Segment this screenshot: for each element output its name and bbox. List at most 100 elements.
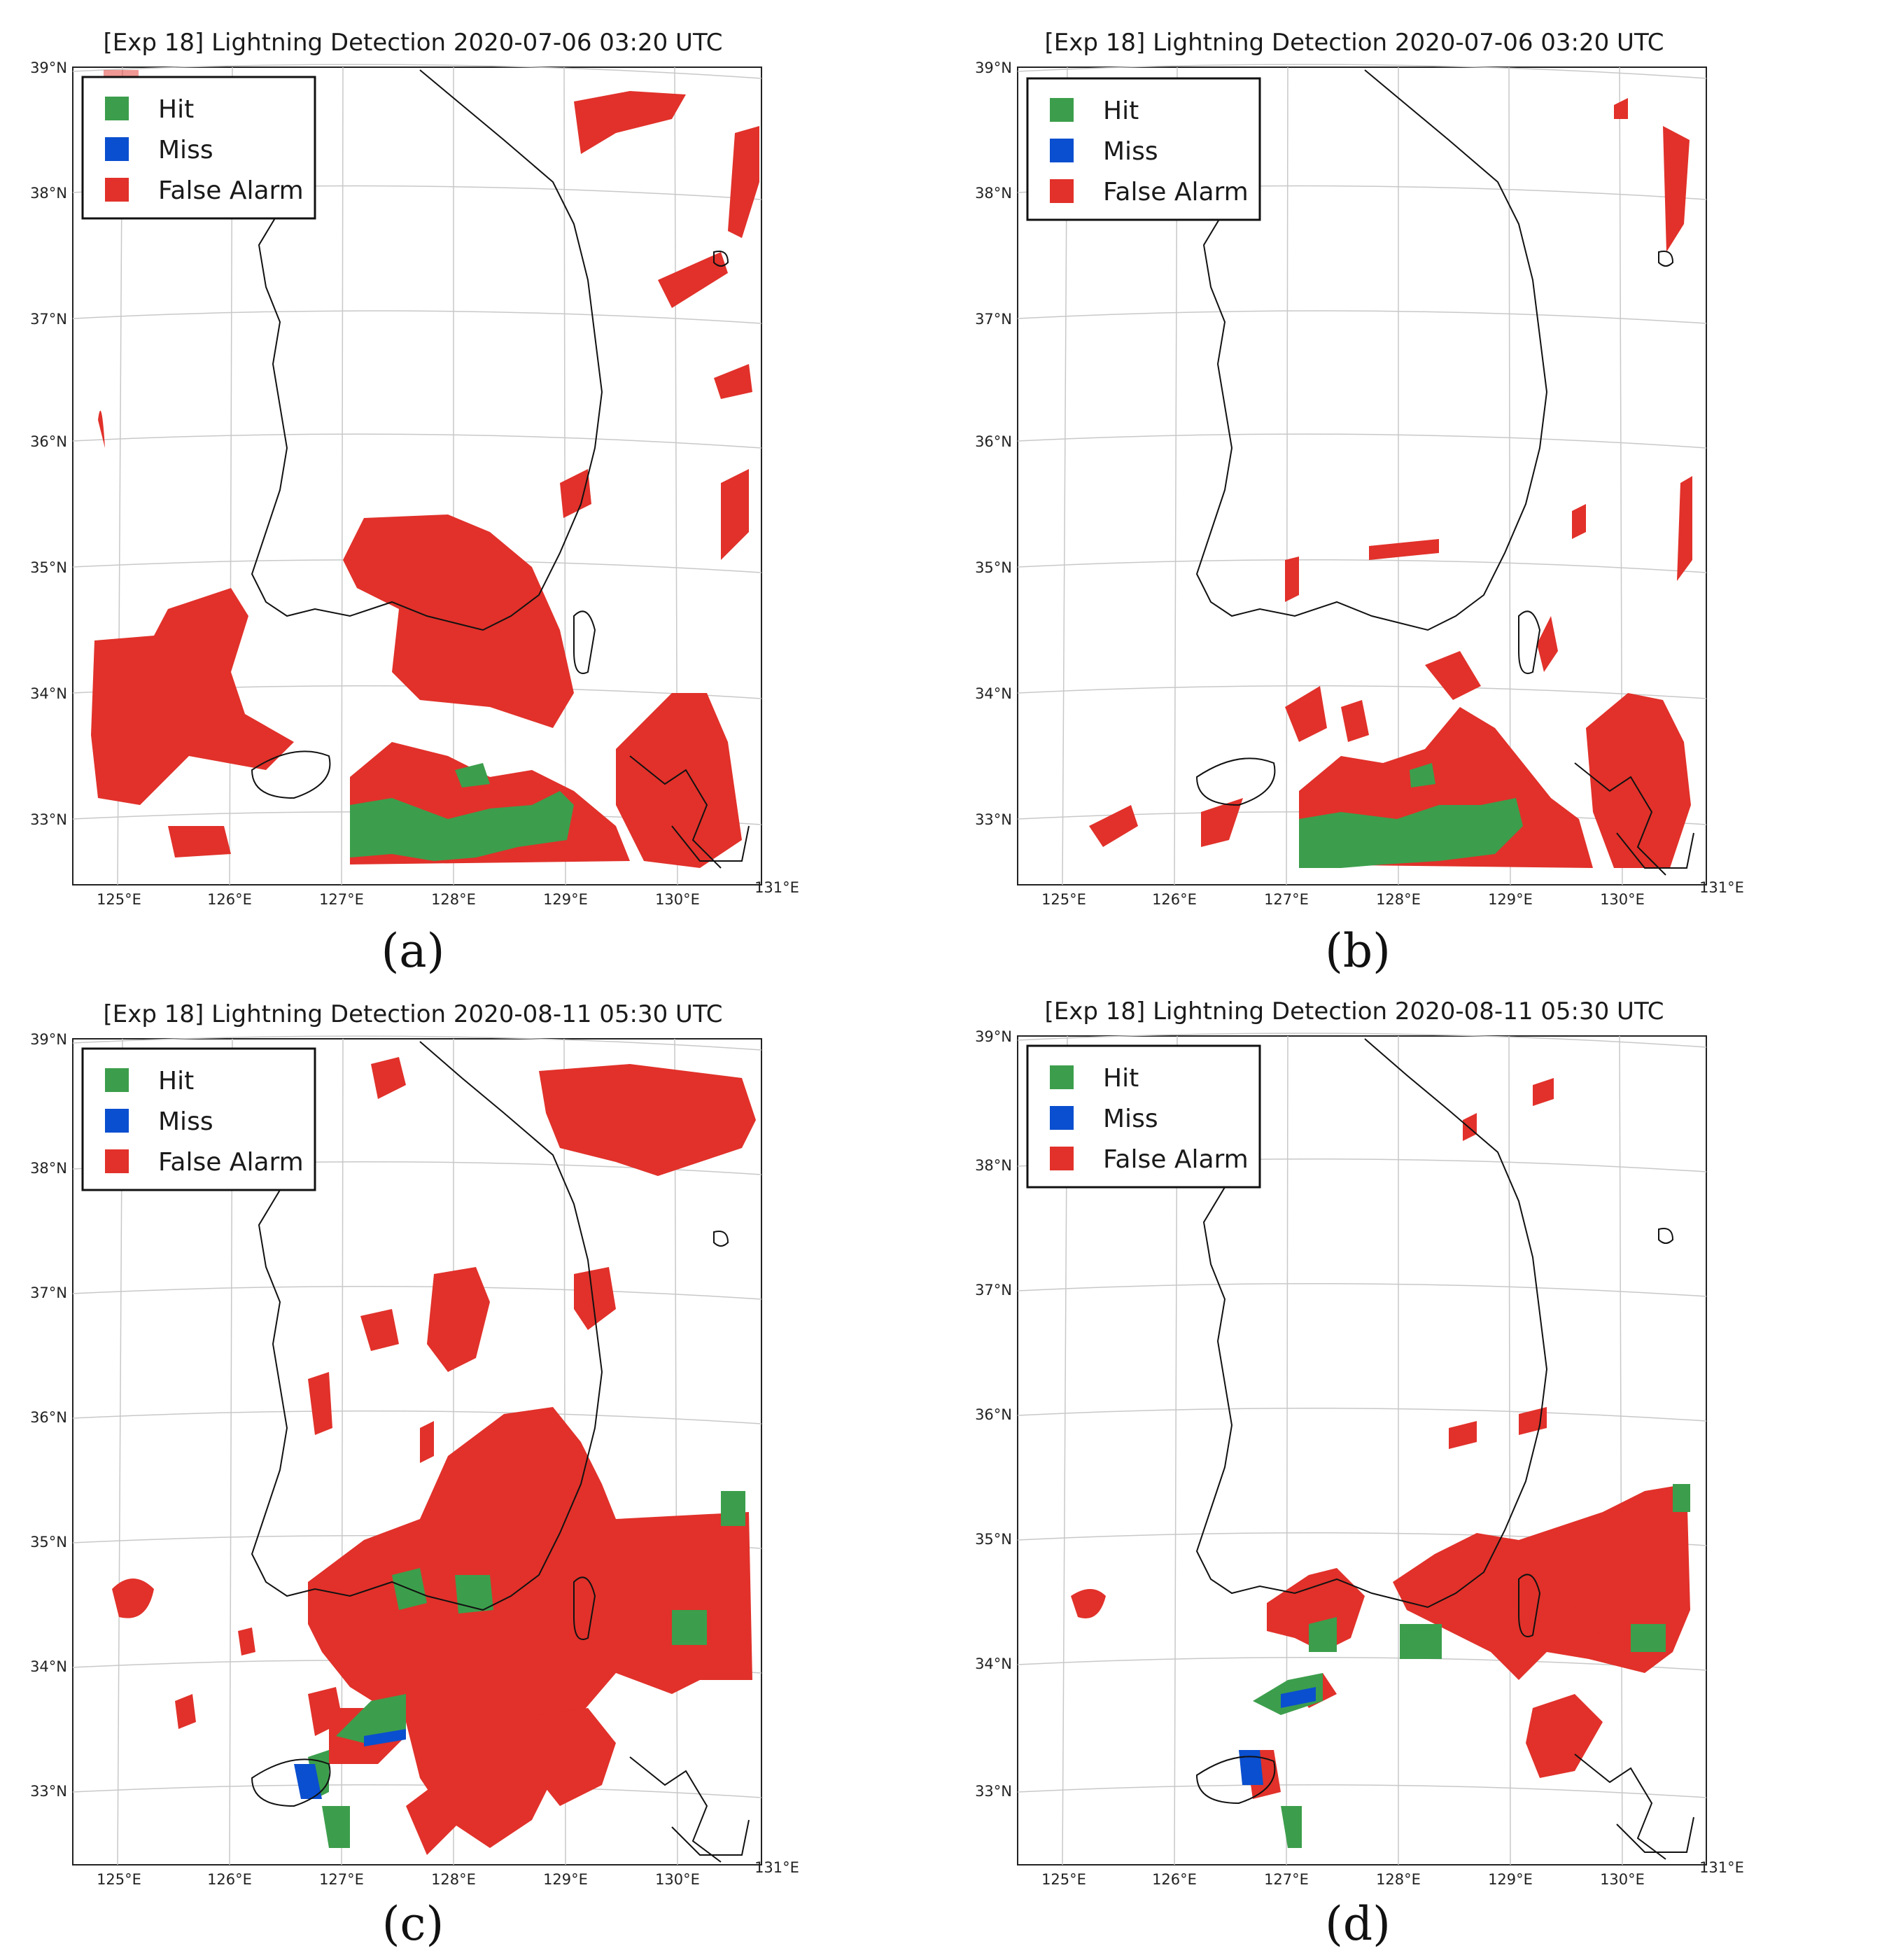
lon-label: 129°E (1488, 1871, 1533, 1888)
legend-swatch-false-alarm (1050, 179, 1074, 203)
lon-label: 131°E (754, 879, 799, 896)
lat-label: 36°N (975, 433, 1012, 450)
lat-labels: 39°N 38°N 37°N 36°N 35°N 34°N 33°N (30, 1031, 67, 1800)
map-a: [Exp 18] Lightning Detection 2020-07-06 … (30, 29, 799, 908)
lon-label: 127°E (1264, 1871, 1309, 1888)
lat-label: 33°N (975, 811, 1012, 828)
map-b: [Exp 18] Lightning Detection 2020-07-06 … (975, 29, 1744, 908)
legend-swatch-hit (105, 1068, 129, 1092)
panel-d: [Exp 18] Lightning Detection 2020-08-11 … (945, 980, 1889, 1960)
lon-label: 128°E (1376, 891, 1421, 908)
lat-labels: 39°N 38°N 37°N 36°N 35°N 34°N 33°N (975, 59, 1012, 828)
lat-label: 37°N (30, 1284, 67, 1301)
miss-regions (1239, 1687, 1316, 1785)
legend-label-false-alarm: False Alarm (1103, 178, 1249, 206)
panel-c: [Exp 18] Lightning Detection 2020-08-11 … (0, 980, 944, 1960)
legend: Hit Miss False Alarm (1026, 77, 1261, 221)
lon-label: 125°E (97, 891, 141, 908)
lat-label: 38°N (30, 1160, 67, 1177)
false-alarm-regions (112, 1057, 756, 1855)
lon-labels: 125°E 126°E 127°E 128°E 129°E 130°E 131°… (1041, 1859, 1744, 1888)
lon-label: 130°E (655, 891, 700, 908)
lat-label: 37°N (975, 311, 1012, 328)
legend-swatch-miss (1050, 139, 1074, 162)
panel-title: [Exp 18] Lightning Detection 2020-07-06 … (1045, 29, 1664, 57)
legend-label-false-alarm: False Alarm (158, 1148, 304, 1177)
panel-title: [Exp 18] Lightning Detection 2020-08-11 … (1045, 997, 1664, 1026)
coastline (1195, 69, 1694, 876)
lon-label: 131°E (1699, 879, 1744, 896)
miss-regions (294, 1729, 406, 1799)
lat-label: 36°N (975, 1406, 1012, 1423)
lon-label: 129°E (543, 1871, 588, 1888)
hit-regions (1299, 763, 1523, 868)
panel-a: [Exp 18] Lightning Detection 2020-07-06 … (0, 0, 944, 980)
lon-label: 127°E (319, 891, 364, 908)
lat-label: 33°N (30, 1783, 67, 1800)
coastline (251, 1041, 750, 1863)
lat-label: 37°N (975, 1282, 1012, 1298)
legend-swatch-hit (1050, 98, 1074, 122)
hit-regions (350, 763, 574, 861)
lon-label: 126°E (207, 891, 252, 908)
legend-label-miss: Miss (1103, 1105, 1158, 1133)
lon-label: 128°E (1376, 1871, 1421, 1888)
coastline (251, 69, 750, 869)
lat-label: 35°N (30, 1534, 67, 1550)
legend-swatch-false-alarm (1050, 1147, 1074, 1170)
lat-label: 33°N (30, 811, 67, 828)
legend: Hit Miss False Alarm (81, 1047, 316, 1191)
lon-labels: 125°E 126°E 127°E 128°E 129°E 130°E 131°… (97, 879, 799, 908)
lat-label: 38°N (975, 185, 1012, 202)
panel-caption: (b) (1325, 924, 1391, 978)
false-alarm-regions (1071, 1078, 1690, 1799)
legend-swatch-miss (105, 137, 129, 161)
lat-label: 39°N (30, 59, 67, 76)
lat-label: 36°N (30, 433, 67, 450)
lon-label: 127°E (1264, 891, 1309, 908)
legend-label-false-alarm: False Alarm (1103, 1145, 1249, 1174)
lon-label: 128°E (431, 1871, 476, 1888)
lon-label: 126°E (207, 1871, 252, 1888)
legend-label-miss: Miss (158, 1107, 213, 1136)
lat-label: 39°N (975, 1028, 1012, 1045)
lon-label: 130°E (1600, 1871, 1645, 1888)
lon-label: 125°E (1041, 891, 1086, 908)
lat-label: 37°N (30, 311, 67, 328)
legend-swatch-hit (105, 97, 129, 120)
legend-label-hit: Hit (1103, 1064, 1139, 1093)
coastline (1195, 1038, 1694, 1860)
legend-label-miss: Miss (1103, 137, 1158, 166)
lon-labels: 125°E 126°E 127°E 128°E 129°E 130°E 131°… (97, 1859, 799, 1888)
lon-label: 127°E (319, 1871, 364, 1888)
lat-label: 34°N (30, 1658, 67, 1675)
lat-label: 35°N (975, 1531, 1012, 1548)
lat-label: 34°N (975, 685, 1012, 702)
lon-label: 130°E (1600, 891, 1645, 908)
legend: Hit Miss False Alarm (1026, 1044, 1261, 1189)
panel-caption: (c) (381, 1897, 444, 1951)
lon-label: 125°E (1041, 1871, 1086, 1888)
lon-label: 130°E (655, 1871, 700, 1888)
lat-label: 39°N (30, 1031, 67, 1048)
legend-label-hit: Hit (158, 1067, 194, 1096)
lat-labels: 39°N 38°N 37°N 36°N 35°N 34°N 33°N (975, 1028, 1012, 1800)
legend: Hit Miss False Alarm (81, 76, 316, 220)
panel-title: [Exp 18] Lightning Detection 2020-08-11 … (104, 1000, 723, 1028)
lon-label: 128°E (431, 891, 476, 908)
legend-swatch-false-alarm (105, 1149, 129, 1173)
legend-label-hit: Hit (1103, 97, 1139, 125)
lat-label: 38°N (30, 185, 67, 202)
legend-swatch-miss (1050, 1106, 1074, 1130)
lon-label: 131°E (754, 1859, 799, 1876)
panel-caption: (d) (1325, 1897, 1391, 1951)
lat-label: 35°N (975, 559, 1012, 576)
lon-label: 126°E (1152, 1871, 1197, 1888)
lon-label: 125°E (97, 1871, 141, 1888)
lon-label: 131°E (1699, 1859, 1744, 1876)
lon-label: 126°E (1152, 891, 1197, 908)
lat-labels: 39°N 38°N 37°N 36°N 35°N 34°N 33°N (30, 59, 67, 828)
legend-label-miss: Miss (158, 136, 213, 164)
lat-label: 33°N (975, 1783, 1012, 1800)
hit-regions (308, 1491, 745, 1848)
